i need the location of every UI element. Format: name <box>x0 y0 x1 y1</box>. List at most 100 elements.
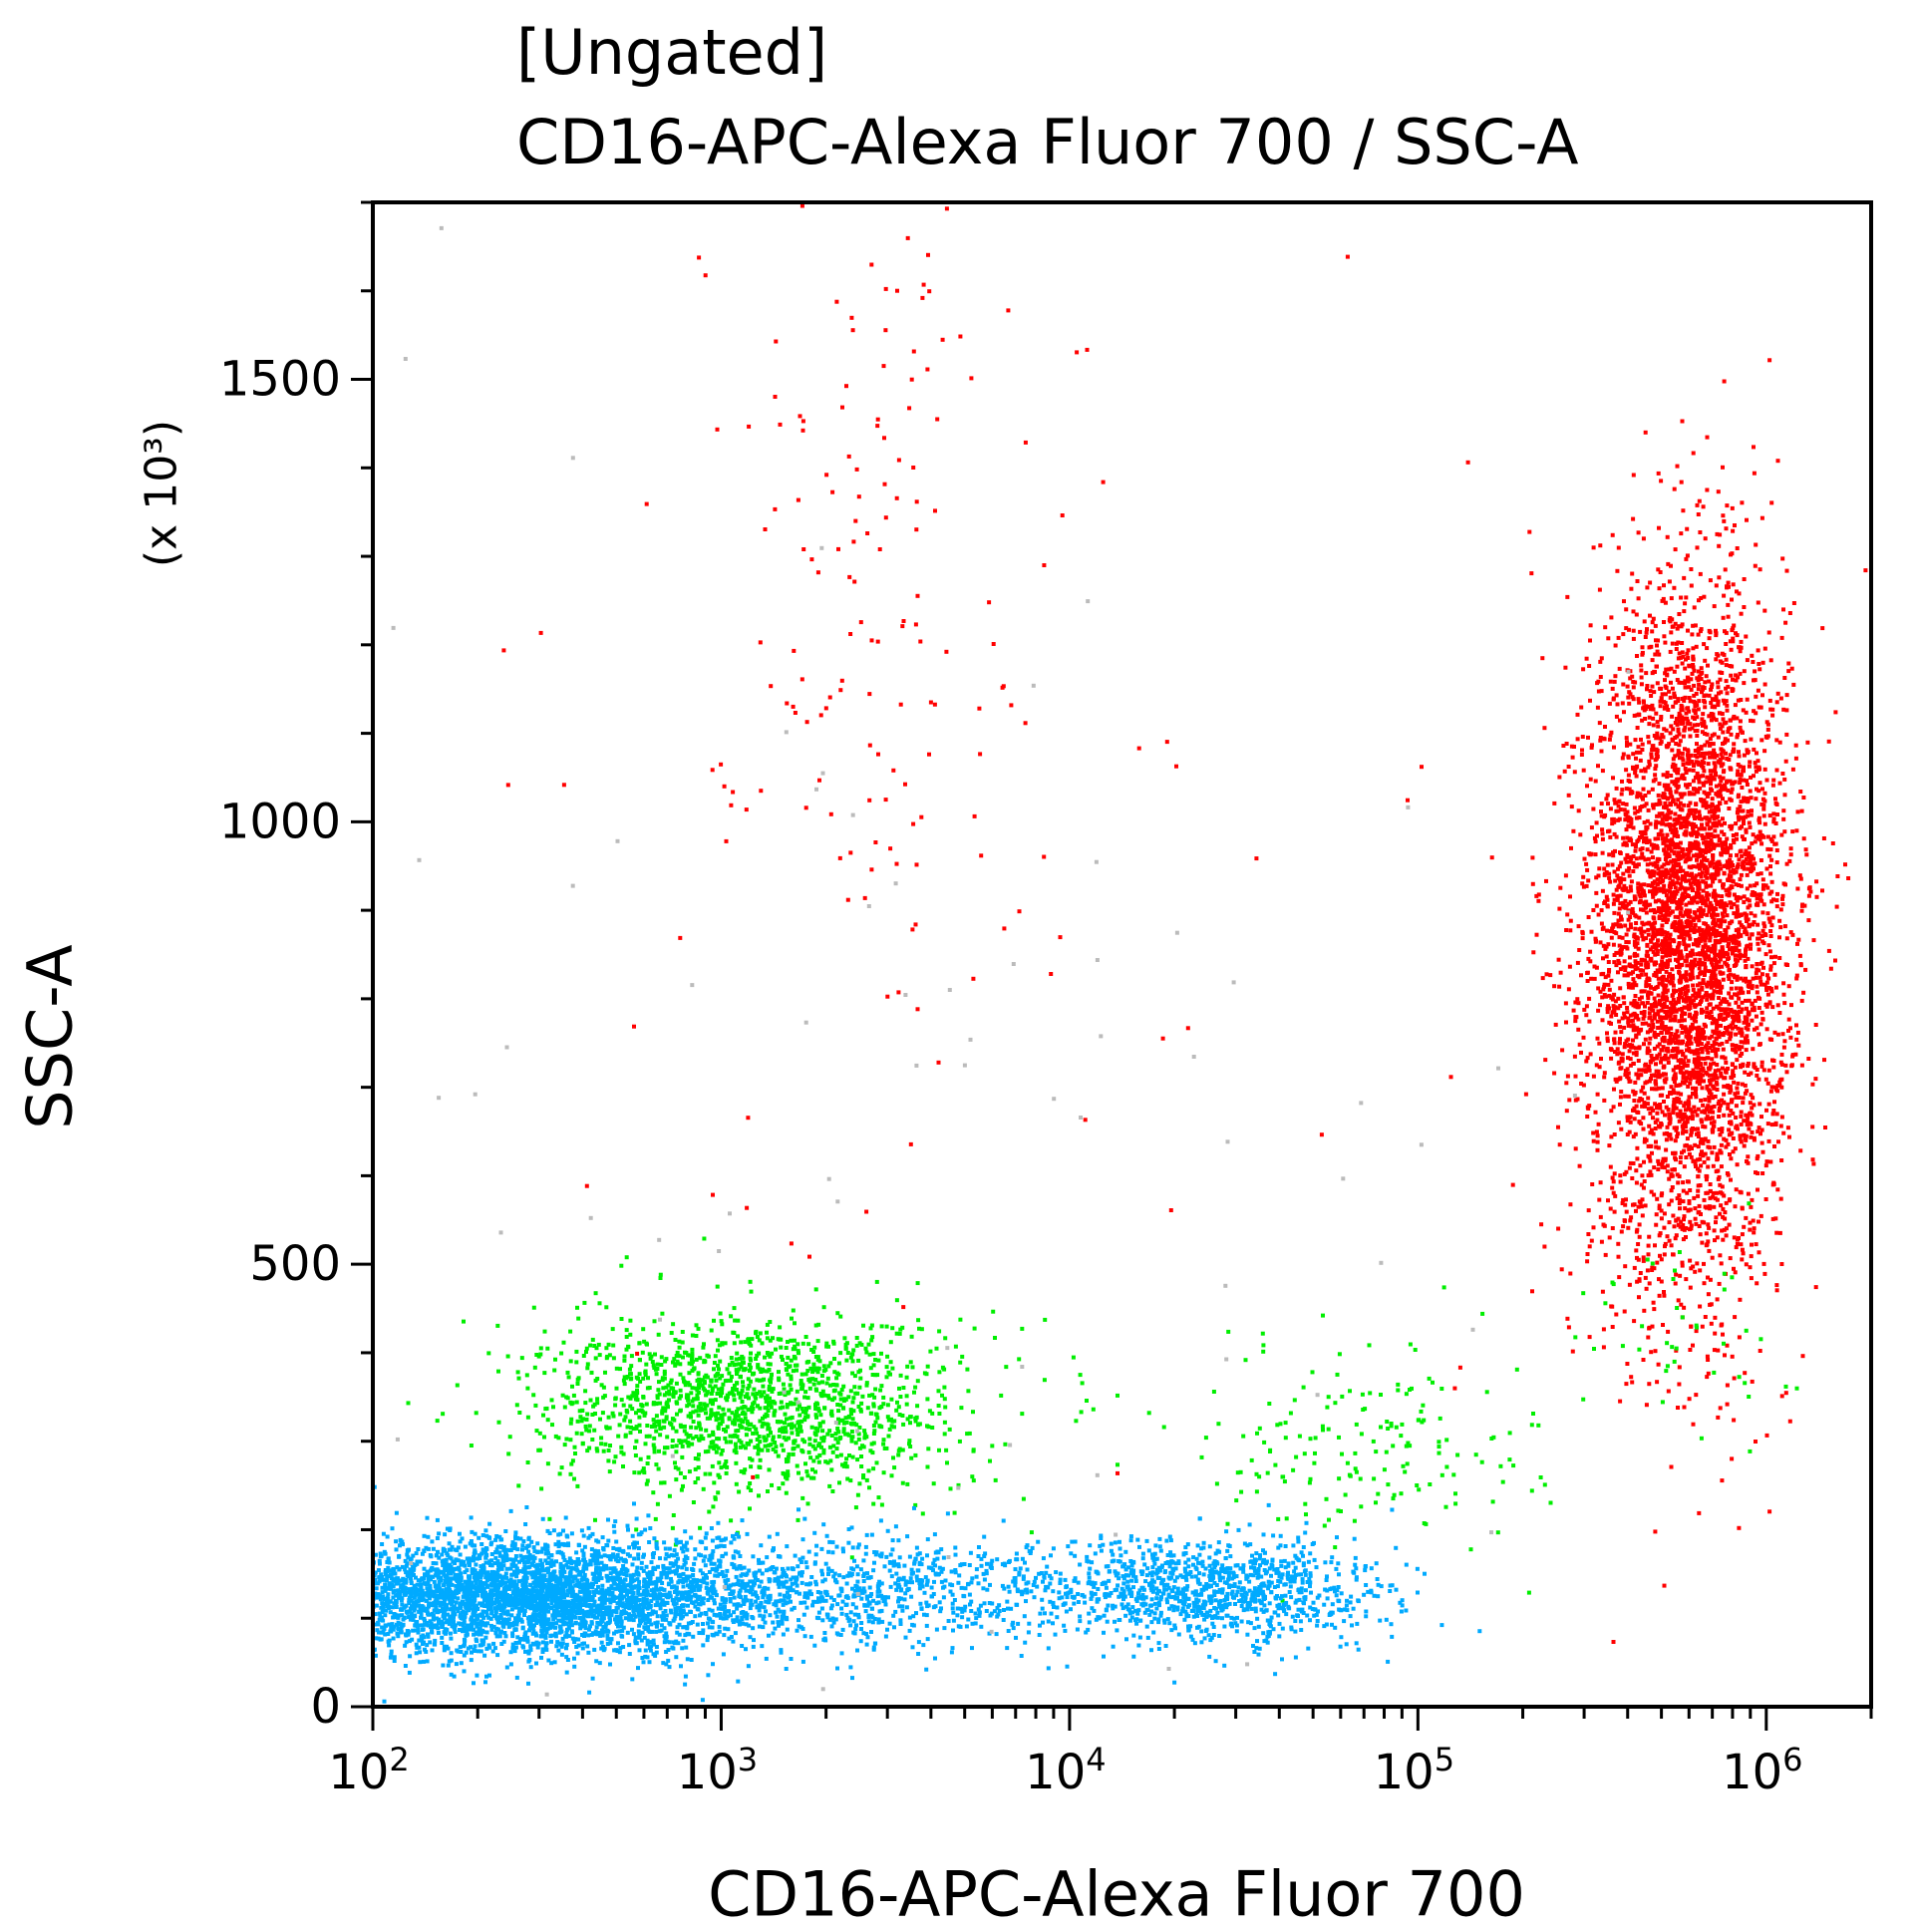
data-point <box>1637 997 1642 1002</box>
data-point <box>1721 932 1726 937</box>
data-point <box>1764 866 1769 871</box>
data-point <box>1649 1003 1654 1008</box>
data-point <box>1719 1142 1724 1147</box>
data-point <box>1724 720 1729 725</box>
data-point <box>1718 677 1723 682</box>
data-point <box>1696 1028 1700 1033</box>
data-point <box>1650 629 1655 634</box>
data-point <box>1739 883 1744 888</box>
data-point <box>1742 753 1747 758</box>
data-point <box>1722 870 1727 875</box>
data-point <box>1697 1168 1702 1173</box>
data-point <box>1678 1155 1683 1160</box>
data-point <box>1739 1040 1744 1045</box>
data-point <box>1637 900 1642 905</box>
data-point <box>1654 819 1659 824</box>
data-point <box>1711 909 1716 914</box>
data-point <box>1689 846 1694 850</box>
data-point <box>1706 762 1711 767</box>
data-point <box>1639 995 1644 1000</box>
data-point <box>1727 1222 1732 1227</box>
data-point <box>1784 708 1789 713</box>
data-point <box>1733 523 1737 527</box>
data-point <box>1684 976 1689 981</box>
data-point <box>1700 927 1705 932</box>
data-point <box>1751 1218 1756 1223</box>
data-point <box>1759 1115 1763 1120</box>
data-point <box>1717 819 1722 824</box>
data-point <box>1637 1073 1642 1078</box>
data-point <box>1666 871 1671 876</box>
data-point <box>1659 942 1664 947</box>
data-point <box>1759 979 1763 984</box>
data-point <box>1647 1023 1652 1028</box>
data-point <box>1732 1074 1737 1078</box>
data-point <box>1756 648 1760 653</box>
data-point <box>1684 1155 1689 1159</box>
data-point <box>1717 807 1721 812</box>
data-point <box>1658 871 1663 875</box>
data-point <box>1602 872 1607 877</box>
data-point <box>1726 580 1731 585</box>
data-point <box>1728 1197 1733 1202</box>
data-point <box>1764 1027 1769 1032</box>
data-point <box>1738 649 1743 654</box>
data-point <box>1701 911 1706 916</box>
data-point <box>1778 696 1783 701</box>
data-point <box>1718 931 1723 935</box>
data-point <box>1695 1032 1700 1037</box>
data-point <box>1622 1001 1627 1006</box>
data-point <box>1753 761 1758 766</box>
data-point <box>1662 583 1666 588</box>
data-point <box>1740 815 1745 820</box>
data-point <box>1691 1422 1696 1427</box>
data-point <box>1552 801 1557 805</box>
data-point <box>1611 1105 1616 1110</box>
data-point <box>1536 898 1541 903</box>
data-point <box>1795 886 1800 891</box>
data-point <box>1639 887 1644 892</box>
data-point <box>1660 1048 1664 1053</box>
data-point <box>1603 625 1608 630</box>
data-point <box>1652 926 1657 931</box>
data-point <box>1623 923 1628 928</box>
data-point <box>1628 1063 1633 1068</box>
data-point <box>1789 666 1794 671</box>
data-point <box>1704 1231 1709 1236</box>
data-point <box>1760 693 1764 698</box>
data-point <box>1669 1172 1674 1177</box>
data-point <box>1739 800 1744 805</box>
data-point <box>1713 1072 1718 1077</box>
data-point <box>1692 723 1697 728</box>
data-point <box>1603 946 1608 951</box>
data-point <box>1644 802 1649 806</box>
data-point <box>1712 748 1717 753</box>
data-point <box>1690 896 1694 901</box>
data-point <box>1652 1002 1657 1006</box>
data-point <box>1753 563 1758 568</box>
data-point <box>1724 1068 1729 1073</box>
data-point <box>1730 505 1735 510</box>
data-point <box>1678 801 1683 805</box>
data-point <box>1622 973 1627 978</box>
data-point <box>1633 1131 1638 1136</box>
data-point <box>1632 894 1637 899</box>
data-point <box>1721 1017 1726 1022</box>
data-point <box>1718 1148 1723 1153</box>
data-point <box>1738 1030 1743 1035</box>
data-point <box>1778 907 1783 912</box>
data-point <box>1605 862 1610 867</box>
data-point <box>1564 742 1569 746</box>
data-point <box>1642 893 1647 898</box>
data-point <box>1565 1074 1570 1079</box>
data-point <box>1662 634 1667 639</box>
data-point <box>1724 663 1729 668</box>
data-point <box>1723 928 1728 932</box>
data-point <box>1610 862 1615 867</box>
data-point <box>1688 1081 1693 1086</box>
data-point <box>1627 1129 1632 1134</box>
data-point <box>1713 973 1718 978</box>
data-point <box>1830 841 1835 845</box>
data-point <box>1778 1060 1783 1065</box>
data-point <box>1570 1349 1575 1354</box>
